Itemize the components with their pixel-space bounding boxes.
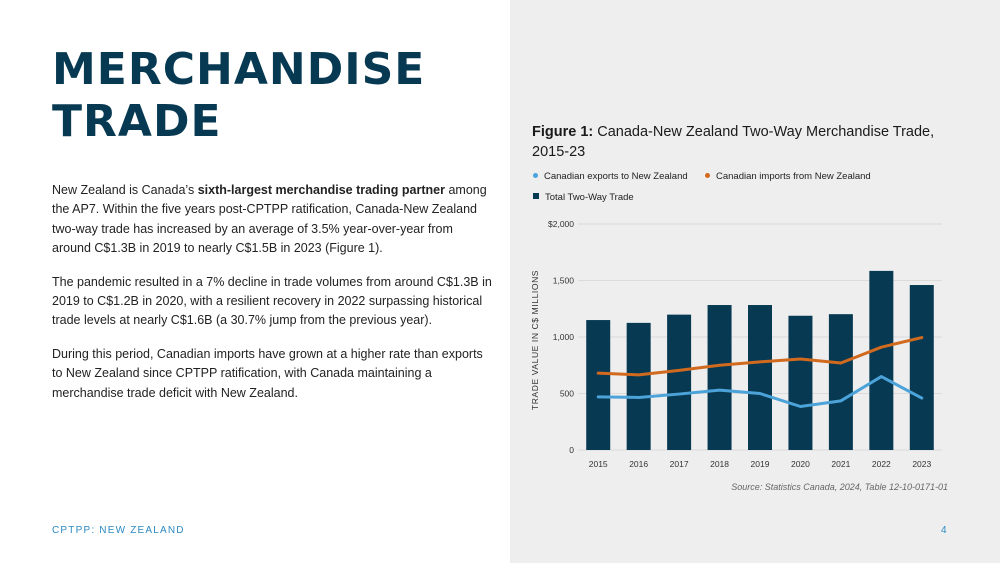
x-tick-label: 2020: [791, 459, 810, 469]
paragraph-3: During this period, Canadian imports hav…: [52, 346, 483, 400]
bar-2018: [707, 305, 732, 450]
y-tick-label: 1,500: [553, 276, 575, 286]
bar-2023: [909, 285, 934, 450]
bar-2022: [869, 270, 894, 450]
x-tick-label: 2023: [912, 459, 931, 469]
x-tick-label: 2015: [589, 459, 608, 469]
figure-caption: Canada-New Zealand Two-Way Merchandise T…: [532, 124, 935, 160]
y-tick-label: 0: [569, 445, 574, 455]
figure-label: Figure 1:: [532, 124, 594, 140]
legend-total-label: Total Two-Way Trade: [545, 192, 634, 203]
figure-source: Source: Statistics Canada, 2024, Table 1…: [731, 482, 948, 492]
chart-lines: [596, 336, 924, 408]
y-tick-label: $2,000: [548, 219, 574, 229]
legend-exports: Canadian exports to New Zealand: [533, 171, 688, 182]
bar-2015: [586, 320, 611, 450]
x-tick-label: 2016: [629, 459, 648, 469]
legend-exports-label: Canadian exports to New Zealand: [544, 171, 688, 182]
chart-bars: [586, 270, 934, 450]
paragraph-1: New Zealand is Canada’s sixth-largest me…: [52, 181, 492, 259]
legend-imports-label: Canadian imports from New Zealand: [716, 171, 871, 182]
footer-section-name: CPTPP: NEW ZEALAND: [52, 525, 185, 536]
x-tick-label: 2019: [751, 459, 770, 469]
body-text: New Zealand is Canada’s sixth-largest me…: [52, 181, 492, 417]
paragraph-1-bold: sixth-largest merchandise trading partne…: [197, 183, 445, 197]
title-line-1: MERCHANDISE: [52, 44, 426, 95]
y-tick-label: 1,000: [553, 332, 575, 342]
bar-2019: [748, 305, 772, 450]
x-tick-label: 2018: [710, 459, 729, 469]
page-number: 4: [941, 525, 947, 536]
bar-2016: [626, 322, 651, 450]
bar-2017: [667, 314, 692, 450]
exports-line: [596, 375, 924, 408]
paragraph-1-start: New Zealand is Canada’s: [52, 183, 198, 197]
x-tick-label: 2017: [670, 459, 689, 469]
figure-panel: [510, 0, 1000, 563]
figure-title: Figure 1: Canada-New Zealand Two-Way Mer…: [532, 122, 952, 162]
y-tick-label: 500: [560, 389, 574, 399]
page-title: MERCHANDISE TRADE: [52, 44, 425, 148]
chart-ticks: 0 500 1,000 1,500 $2,000 2015 2016 2017 2018 2019…: [548, 219, 931, 469]
legend-exports-marker: [533, 172, 538, 178]
legend-imports: Canadian imports from New Zealand: [705, 171, 871, 182]
legend-total: Total Two-Way Trade: [533, 192, 634, 203]
x-tick-label: 2022: [872, 459, 891, 469]
imports-line: [596, 336, 924, 377]
bar-2021: [828, 314, 853, 450]
x-tick-label: 2021: [831, 459, 850, 469]
title-line-2: TRADE: [52, 96, 222, 147]
legend-total-marker: [533, 193, 539, 200]
trade-chart: 0 500 1,000 1,500 $2,000 2015 2016 2017 2018 2019…: [530, 219, 942, 469]
bar-2020: [788, 315, 813, 450]
legend-imports-marker: [705, 172, 710, 178]
paragraph-1-end: among the AP7. Within the five years pos…: [52, 183, 487, 256]
paragraph-2: The pandemic resulted in a 7% decline in…: [52, 274, 492, 328]
y-axis-label: TRADE VALUE IN C$ MILLIONS: [530, 270, 540, 410]
